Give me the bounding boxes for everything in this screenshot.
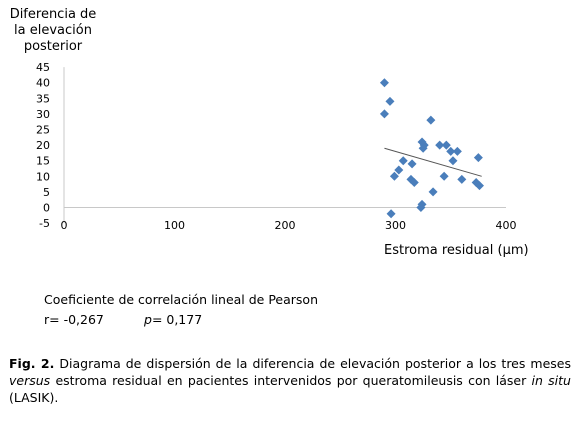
data-point [435,140,445,150]
p-value-group: p= 0,177 [144,310,202,330]
x-tick-label: 0 [61,219,68,232]
data-point [379,109,389,119]
p-label: p [144,312,152,327]
y-tick-label: 10 [36,170,50,183]
y-tick-label: 15 [36,155,50,168]
p-value: = 0,177 [151,312,203,327]
data-point [409,178,419,188]
y-tick-label: 5 [43,186,50,199]
scatter-plot: -5 0 5 10 15 20 25 30 35 40 45 0 100 200 300 400 [36,61,517,232]
data-point [389,171,399,181]
data-point [474,181,484,191]
y-tick-label: 45 [36,61,50,74]
y-axis-title: Diferencia de la elevación posterior [0,7,106,55]
data-point [407,159,417,169]
y-tick-label: 40 [36,77,50,90]
data-point [386,209,396,219]
x-tick-label: 200 [275,219,296,232]
data-point [394,165,404,175]
caption-text-3: (LASIK). [9,390,59,405]
data-point [428,187,438,197]
x-tick-label: 100 [164,219,185,232]
y-tick-label: 35 [36,92,50,105]
y-axis-title-line-2: la elevación [14,23,92,38]
figure-caption: Fig. 2. Diagrama de dispersión de la dif… [9,355,571,406]
data-point [385,96,395,106]
caption-italic-versus: versus [9,373,51,388]
y-tick-label: 0 [43,202,50,215]
data-point [426,115,436,125]
data-point [419,140,429,150]
caption-text-2: estroma residual en pacientes intervenid… [50,373,532,388]
correlation-heading: Coeficiente de correlación lineal de Pea… [44,292,319,307]
y-tick-label: 30 [36,108,50,121]
data-point [379,78,389,88]
r-value: r= -0,267 [44,312,104,327]
data-point [452,146,462,156]
data-point [446,146,456,156]
data-point [457,174,467,184]
data-point [439,171,449,181]
y-axis-title-line-3: posterior [23,39,83,54]
y-tick-label: 20 [36,139,50,152]
trend-line [384,147,482,177]
y-axis-title-line-1: Diferencia de [9,7,97,22]
correlation-stats: Coeficiente de correlación lineal de Pea… [44,290,318,330]
x-tick-label: 300 [385,219,406,232]
y-tick-label: 25 [36,124,50,137]
data-point [417,199,427,209]
caption-text-1: Diagrama de dispersión de la diferencia … [54,356,571,371]
x-axis-title: Estroma residual (µm) [384,243,529,258]
data-point [448,156,458,166]
x-tick-label: 400 [496,219,517,232]
figure-label: Fig. 2. [9,356,55,371]
y-tick-label: -5 [39,217,50,230]
data-point [441,140,451,150]
data-point [473,153,483,163]
caption-italic-in-situ: in situ [531,373,571,388]
data-point [398,156,408,166]
